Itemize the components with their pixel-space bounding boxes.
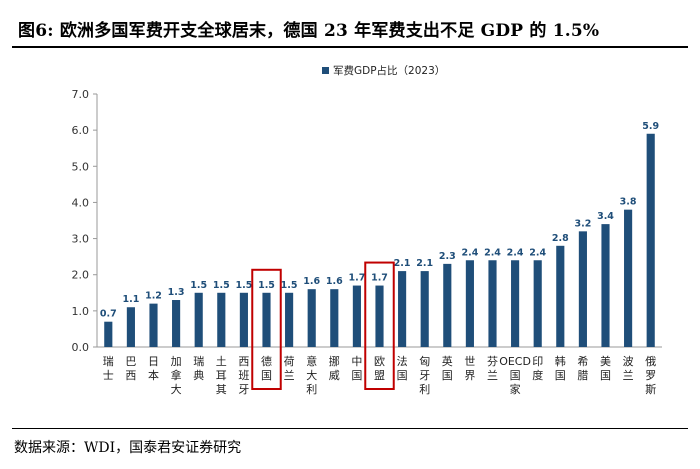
data-labels: 0.7 1.1 1.2 1.3 1.5 1.5 1.5 1.5 1.5 1.6 1.6 1.7 1.7 2…	[100, 121, 659, 320]
data-label: 2.4	[461, 247, 478, 258]
bar	[578, 231, 587, 347]
data-label: 1.5	[190, 280, 207, 291]
y-tick-label: 7.0	[72, 88, 90, 101]
x-tick-label: 匈牙利	[419, 354, 430, 396]
bar	[149, 303, 158, 347]
highlight-boxes	[251, 261, 395, 391]
data-label: 1.2	[145, 291, 162, 302]
bar	[285, 292, 294, 347]
chart-title: 图6: 欧洲多国军费开支全球居末，德国 23 年军费支出不足 GDP 的 1.5…	[18, 21, 600, 41]
x-tick-label: 意大利	[306, 354, 317, 396]
legend-swatch	[322, 67, 329, 74]
data-label: 3.4	[597, 211, 614, 222]
data-label: 1.1	[122, 294, 139, 305]
bar	[375, 285, 384, 347]
data-label: 2.1	[394, 258, 411, 269]
y-tick-label: 4.0	[72, 196, 90, 209]
bar	[420, 271, 429, 347]
x-tick-label: 芬兰	[487, 355, 498, 382]
bar-chart: 军费GDP占比（2023） 0.0 1.0 2.0 3.0 4.0 5.0 6.0 7.0 0…	[72, 64, 662, 396]
x-tick-label: 印度	[532, 355, 543, 382]
source-note: 数据来源：WDI，国泰君安证券研究	[14, 440, 242, 456]
x-tick-label: 巴西	[125, 355, 136, 382]
data-label: 1.7	[348, 273, 365, 284]
chart-legend: 军费GDP占比（2023）	[322, 64, 445, 77]
y-tick-label: 0.0	[72, 341, 90, 354]
bar	[194, 292, 203, 347]
data-label: 1.5	[281, 280, 298, 291]
data-label: 1.5	[213, 280, 230, 291]
data-label: 1.5	[235, 280, 252, 291]
bar	[262, 292, 271, 347]
bar	[601, 224, 610, 347]
bar	[104, 321, 113, 347]
bar	[465, 260, 474, 347]
data-label: 0.7	[100, 309, 117, 320]
bar	[533, 260, 542, 347]
bar	[239, 292, 248, 347]
bar	[488, 260, 497, 347]
data-label: 5.9	[642, 121, 659, 132]
bars	[104, 133, 655, 347]
highlight-box	[364, 261, 395, 390]
y-tick-label: 5.0	[72, 160, 90, 173]
y-tick-label: 1.0	[72, 305, 90, 318]
bar	[646, 133, 655, 347]
x-tick-label: 俄罗斯	[645, 355, 656, 396]
bar	[556, 245, 565, 347]
x-tick-label: 瑞典	[193, 354, 204, 382]
title-rule	[12, 46, 688, 48]
y-tick-label: 2.0	[72, 269, 90, 282]
data-label: 1.7	[371, 273, 388, 284]
x-tick-label: 德国	[261, 354, 272, 382]
x-tick-label: 韩国	[555, 354, 566, 382]
bar	[511, 260, 520, 347]
x-tick-label: OECD 国家	[499, 355, 531, 396]
bar	[330, 289, 339, 347]
x-tick-label: 土耳其	[216, 355, 227, 396]
footer-rule	[12, 428, 688, 429]
data-label: 2.1	[416, 258, 433, 269]
x-tick-label: 中国	[351, 355, 362, 382]
bar	[398, 271, 407, 347]
x-tick-label: 英国	[442, 354, 453, 382]
data-label: 1.5	[258, 280, 275, 291]
bar	[172, 300, 181, 347]
y-tick-label: 3.0	[72, 233, 90, 246]
bar	[624, 209, 633, 347]
data-label: 2.8	[552, 233, 569, 244]
x-tick-label: 西班牙	[238, 355, 249, 396]
highlight-box	[251, 268, 282, 391]
y-axis: 0.0 1.0 2.0 3.0 4.0 5.0 6.0 7.0	[72, 88, 662, 354]
data-label: 3.8	[620, 197, 637, 208]
data-label: 2.4	[529, 247, 546, 258]
x-tick-label: 波兰	[623, 355, 634, 382]
data-label: 1.3	[168, 287, 185, 298]
data-label: 2.3	[439, 251, 456, 262]
x-tick-label: 加拿大	[171, 355, 182, 396]
legend-label: 军费GDP占比（2023）	[333, 64, 445, 77]
bar	[443, 263, 452, 347]
data-label: 2.4	[484, 247, 501, 258]
data-label: 1.6	[303, 276, 320, 287]
x-tick-label: 荷兰	[284, 355, 295, 382]
x-tick-label: 挪威	[329, 354, 340, 382]
x-tick-label: 美国	[600, 355, 611, 382]
x-tick-label: 瑞士	[103, 354, 114, 382]
x-tick-label: 世界	[464, 355, 475, 382]
bar	[307, 289, 316, 347]
bar	[126, 307, 135, 347]
data-label: 1.6	[326, 276, 343, 287]
data-label: 3.2	[574, 218, 591, 229]
x-tick-label: 希腊	[577, 354, 588, 382]
bar	[217, 292, 226, 347]
bar	[352, 285, 361, 347]
x-tick-label: 欧盟	[374, 355, 385, 382]
x-tick-label: 日本	[148, 355, 159, 382]
x-tick-label: 法国	[397, 354, 408, 382]
y-tick-label: 6.0	[72, 124, 90, 137]
data-label: 2.4	[507, 247, 524, 258]
